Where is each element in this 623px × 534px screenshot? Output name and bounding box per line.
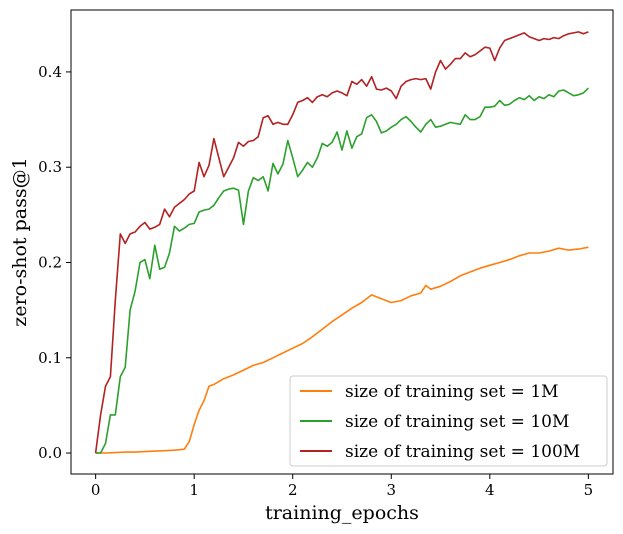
y-tick-label: 0.1 [38,349,62,367]
series-line-2 [95,87,589,454]
axes-layer: 0 1 2 3 4 5 0.0 0.1 0.2 0.3 0.4 [38,63,593,499]
x-tick-label: 3 [386,481,396,499]
y-tick-label: 0.4 [38,63,62,81]
legend-label-2: size of training set = 10M [345,412,569,432]
x-tick-label: 1 [189,481,199,499]
x-tick-label: 2 [288,481,298,499]
series-line-1 [95,246,589,454]
plot-frame [70,9,614,475]
y-tick-label: 0.0 [38,444,62,462]
legend-label-1: size of training set = 1M [345,382,559,402]
x-tick-label: 0 [91,481,101,499]
y-tick-label: 0.3 [38,158,62,176]
legend-box [289,375,608,467]
series-line-3 [94,31,589,454]
x-tick-label: 5 [584,481,594,499]
y-axis-label: zero-shot pass@1 [9,157,31,326]
x-axis-label: training_epochs [265,502,419,524]
y-tick-label: 0.2 [38,253,62,271]
series-layer [94,31,589,454]
legend: size of training set = 1M size of trainin… [289,375,608,467]
legend-label-3: size of training set = 100M [345,442,580,462]
x-tick-label: 4 [485,481,495,499]
